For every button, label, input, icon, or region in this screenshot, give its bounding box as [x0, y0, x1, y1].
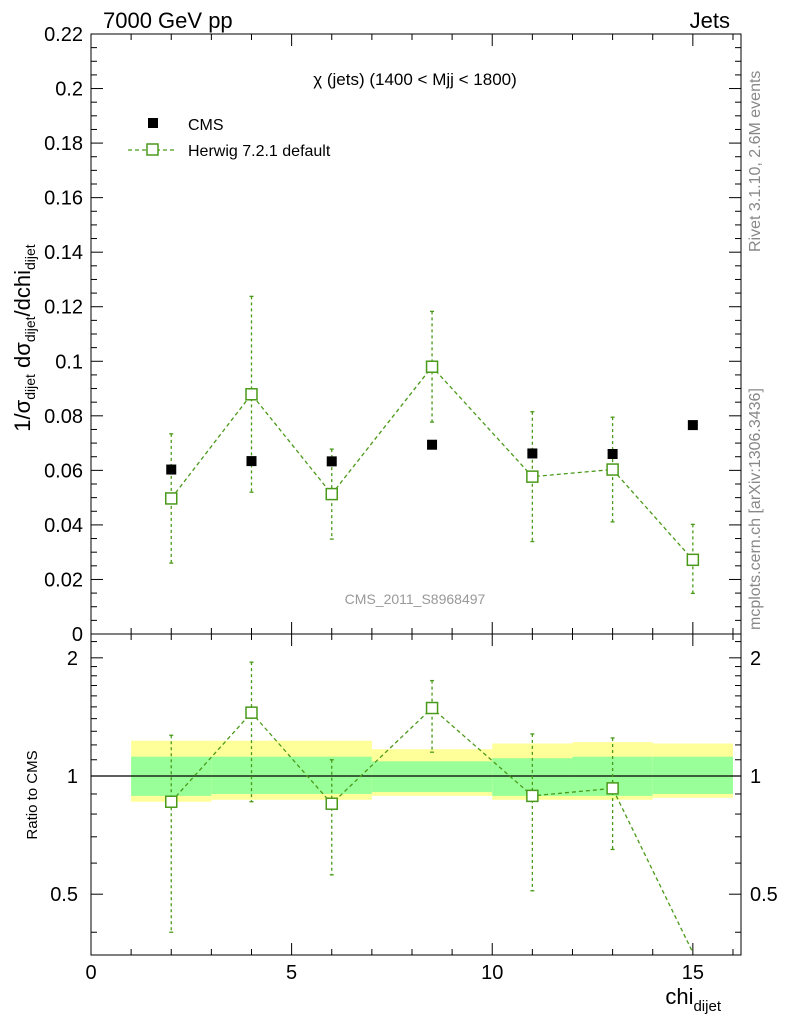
- herwig-point: [425, 360, 439, 373]
- herwig-point: [686, 553, 700, 567]
- ratio-plot-marks: [164, 661, 694, 953]
- chart-title: χ (jets) (1400 < Mjj < 1800): [313, 70, 517, 89]
- y-tick-label: 0.02: [44, 569, 83, 591]
- ratio-y-axis-label: Ratio to CMS: [24, 750, 41, 839]
- cms-data-point: [687, 420, 698, 431]
- ratio-y-tick-label: 2: [67, 648, 78, 670]
- legend-cms-label: CMS: [188, 117, 224, 134]
- y-tick-label: 0.1: [55, 351, 83, 373]
- y-tick-label: 0.18: [44, 133, 83, 155]
- ratio-herwig-point: [606, 782, 619, 795]
- legend: CMS Herwig 7.2.1 default: [128, 117, 331, 160]
- x-tick-label: 10: [481, 962, 503, 984]
- herwig-point: [325, 487, 338, 501]
- cms-data-point: [427, 439, 438, 450]
- ratio-y-tick-label-right: 2: [750, 648, 761, 670]
- y-tick-label: 0.14: [44, 242, 83, 264]
- legend-herwig-marker: [146, 143, 159, 156]
- header-right-label: Jets: [689, 8, 730, 33]
- cms-data-point: [326, 456, 337, 467]
- y-tick-label: 0.2: [55, 79, 83, 101]
- y-axis-label: 1/σdijet dσdijet/dchidijet: [10, 244, 38, 432]
- ratio-herwig-point: [425, 701, 439, 715]
- x-axis-label: chidijet: [665, 984, 721, 1015]
- ratio-inner-band: [371, 761, 493, 793]
- ratio-herwig-point: [164, 795, 178, 808]
- ratio-inner-band: [211, 756, 372, 794]
- y-tick-label: 0.04: [44, 515, 83, 537]
- main-plot-marks: [164, 295, 700, 595]
- ratio-herwig-point: [526, 789, 539, 803]
- axis-ticks: 0 5 10 15 0 0.02 0.04 0.06 0.08 0.1 0.12 0.14 0.16 0.…: [44, 24, 778, 984]
- ratio-uncertainty-bands: [91, 740, 741, 802]
- legend-herwig-label: Herwig 7.2.1 default: [188, 143, 331, 160]
- herwig-point: [606, 463, 619, 476]
- y-tick-label: 0.12: [44, 297, 83, 319]
- herwig-point: [245, 388, 258, 401]
- y-tick-label: 0: [72, 624, 83, 646]
- x-tick-label: 15: [682, 962, 704, 984]
- x-tick-label: 5: [286, 962, 297, 984]
- ratio-herwig-point: [245, 706, 258, 719]
- cms-data-point: [527, 448, 538, 459]
- header-left-label: 7000 GeV pp: [103, 8, 233, 33]
- herwig-point: [526, 470, 539, 483]
- ratio-inner-band: [652, 756, 733, 794]
- ratio-y-tick-label-right: 1: [750, 766, 761, 788]
- y-tick-label: 0.22: [44, 24, 83, 46]
- ratio-plot-frame: [90, 633, 742, 956]
- watermark-label: CMS_2011_S8968497: [345, 591, 486, 607]
- y-tick-label: 0.08: [44, 406, 83, 428]
- y-tick-label: 0.06: [44, 460, 83, 482]
- ratio-y-tick-label: 1: [67, 766, 78, 788]
- cms-data-point: [607, 449, 618, 459]
- mcplots-source-label: mcplots.cern.ch [arXiv:1306.3436]: [747, 388, 764, 630]
- ratio-y-tick-label-right: 0.5: [750, 884, 778, 906]
- cms-data-point: [246, 456, 257, 467]
- legend-cms-marker: [148, 118, 158, 128]
- ratio-y-tick-label: 0.5: [50, 884, 78, 906]
- rivet-version-label: Rivet 3.1.10, 2.6M events: [747, 70, 764, 252]
- ratio-herwig-point: [325, 797, 338, 810]
- cms-data-point: [166, 464, 177, 475]
- x-tick-label: 0: [85, 962, 96, 984]
- herwig-point: [164, 492, 178, 505]
- y-tick-label: 0.16: [44, 188, 83, 210]
